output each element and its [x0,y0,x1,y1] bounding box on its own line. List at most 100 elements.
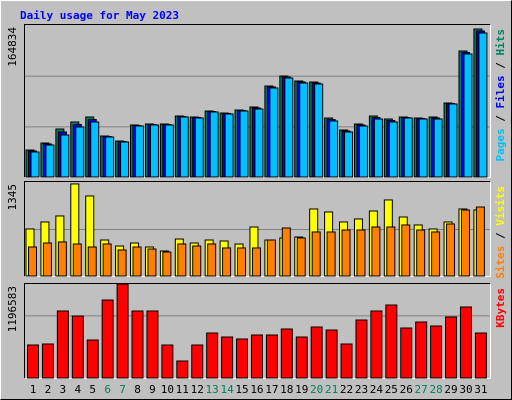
bar [116,283,129,379]
bar [430,325,443,379]
x-tick-label: 7 [119,383,126,396]
bar [445,316,458,379]
bar [164,124,174,178]
x-tick-label: 31 [474,383,487,396]
bar [401,224,411,277]
bar [250,334,263,379]
bar [385,304,398,379]
bar [191,344,204,379]
bar [280,328,293,379]
bar [329,120,339,178]
x-tick-label: 13 [206,383,219,396]
bar [295,336,308,379]
bar [236,338,249,379]
panel-border [24,283,491,379]
bar [101,299,114,379]
x-tick-label: 22 [340,383,353,396]
x-tick-label: 26 [400,383,413,396]
x-tick-label: 27 [415,383,428,396]
bar [41,343,54,379]
bar [222,247,232,277]
bar [269,87,279,178]
bar [30,151,40,178]
bar [371,226,381,277]
bar [415,321,428,379]
bar [358,125,368,178]
x-tick-label: 21 [325,383,338,396]
bar [161,344,174,379]
bar [400,327,413,379]
bar [102,243,112,277]
bar [57,241,67,277]
legend-entry: Sites [494,246,507,279]
bar [356,229,366,277]
legend-separator: / [494,56,507,76]
bar [314,83,324,178]
bar [418,118,428,178]
x-tick-label: 24 [370,383,384,396]
bar [105,136,115,178]
bar [45,144,55,178]
bar [132,246,142,277]
bar [179,116,189,178]
legend-entry: Files [494,75,507,108]
legend: Pages / Files / Hits [494,29,507,162]
x-tick-label: 30 [459,383,472,396]
x-tick-label: 18 [280,383,293,396]
bar [431,231,441,277]
bar [325,329,338,379]
bar [416,229,426,277]
bar [86,339,99,379]
chart-title: Daily usage for May 2023 [20,9,179,22]
bar [28,246,37,277]
bar [72,243,82,277]
panel-border [24,181,491,277]
bar [433,118,443,178]
bar [206,332,219,379]
bar [299,82,309,178]
x-tick-label: 12 [191,383,204,396]
bar [474,332,487,379]
bar [310,326,323,379]
bar [388,121,398,178]
x-tick-label: 5 [89,383,96,396]
bar [135,125,145,178]
bar [311,231,321,277]
x-tick-label: 4 [74,383,81,396]
bar [344,131,354,178]
bar [209,111,219,178]
panel-border [24,24,491,178]
bar [221,336,234,379]
x-tick-label: 6 [104,383,111,396]
bar [117,249,127,277]
bar [446,223,456,277]
x-tick-label: 2 [45,383,52,396]
x-tick-label: 25 [385,383,398,396]
bar [146,310,159,379]
bar [42,242,52,277]
bar [340,343,353,379]
bar [87,246,97,277]
y-tick-label: 1196583 [6,286,19,332]
legend-entry: Hits [494,29,507,56]
bar [60,134,70,178]
legend-separator: / [494,226,507,246]
x-tick-label: 8 [134,383,141,396]
bar [341,229,351,277]
bar [370,310,383,379]
bar [147,248,157,277]
bar [475,206,485,277]
legend-entry: Pages [494,128,507,161]
x-tick-label: 15 [235,383,248,396]
bar [27,344,39,379]
x-tick-label: 1 [30,383,37,396]
x-tick-label: 16 [250,383,263,396]
legend-entry: Visits [494,186,507,226]
bar [237,247,247,277]
bar [131,310,144,379]
x-tick-label: 17 [265,383,278,396]
x-tick-label: 19 [295,383,308,396]
x-tick-label: 3 [60,383,67,396]
